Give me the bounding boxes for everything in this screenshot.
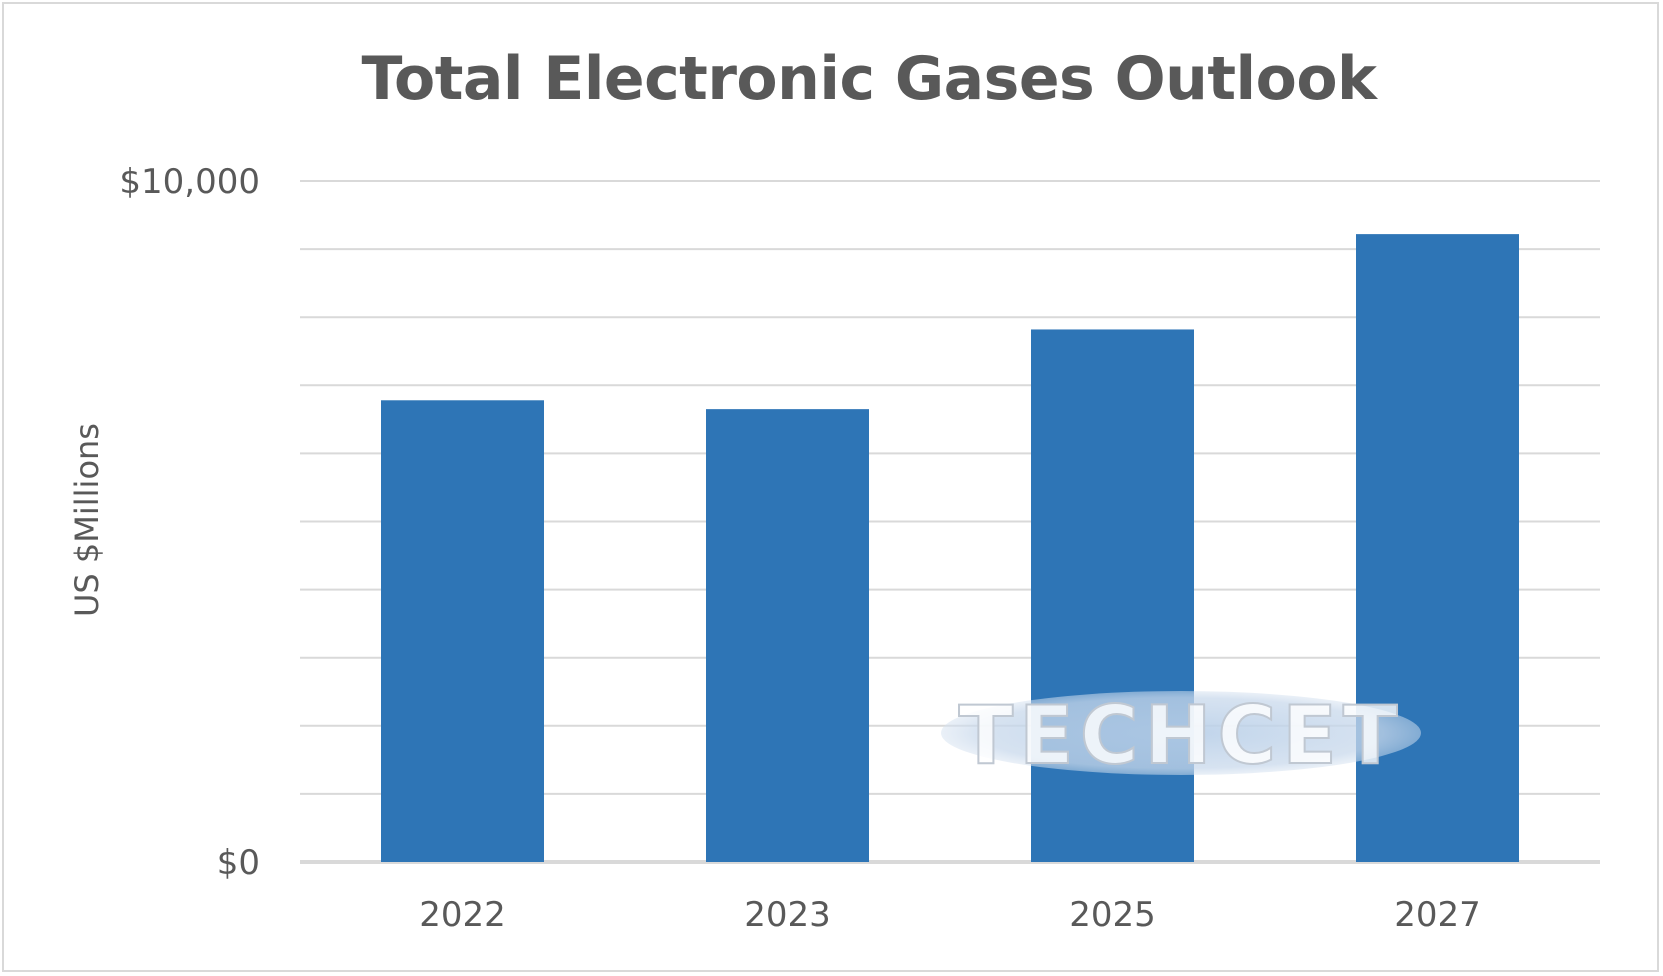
x-tick-label-2023: 2023 <box>744 895 831 935</box>
bar-2023 <box>706 409 869 862</box>
chart-title: Total Electronic Gases Outlook <box>361 44 1377 114</box>
y-tick-label: $0 <box>217 843 260 883</box>
x-tick-label-2025: 2025 <box>1069 895 1156 935</box>
y-axis-label: US $Millions <box>68 423 106 617</box>
x-tick-label-2027: 2027 <box>1394 895 1481 935</box>
x-tick-label-2022: 2022 <box>419 895 506 935</box>
y-axis: $0 $10,000 <box>119 162 260 883</box>
y-tick-label: $10,000 <box>119 162 260 202</box>
bar-2022 <box>381 400 544 862</box>
bar-2027 <box>1356 234 1519 863</box>
watermark-text: TECHCET <box>959 689 1404 782</box>
techcet-watermark: TECHCET <box>941 688 1421 783</box>
bar-2025 <box>1031 329 1194 862</box>
x-axis: 2022 2023 2025 2027 <box>419 895 1481 935</box>
